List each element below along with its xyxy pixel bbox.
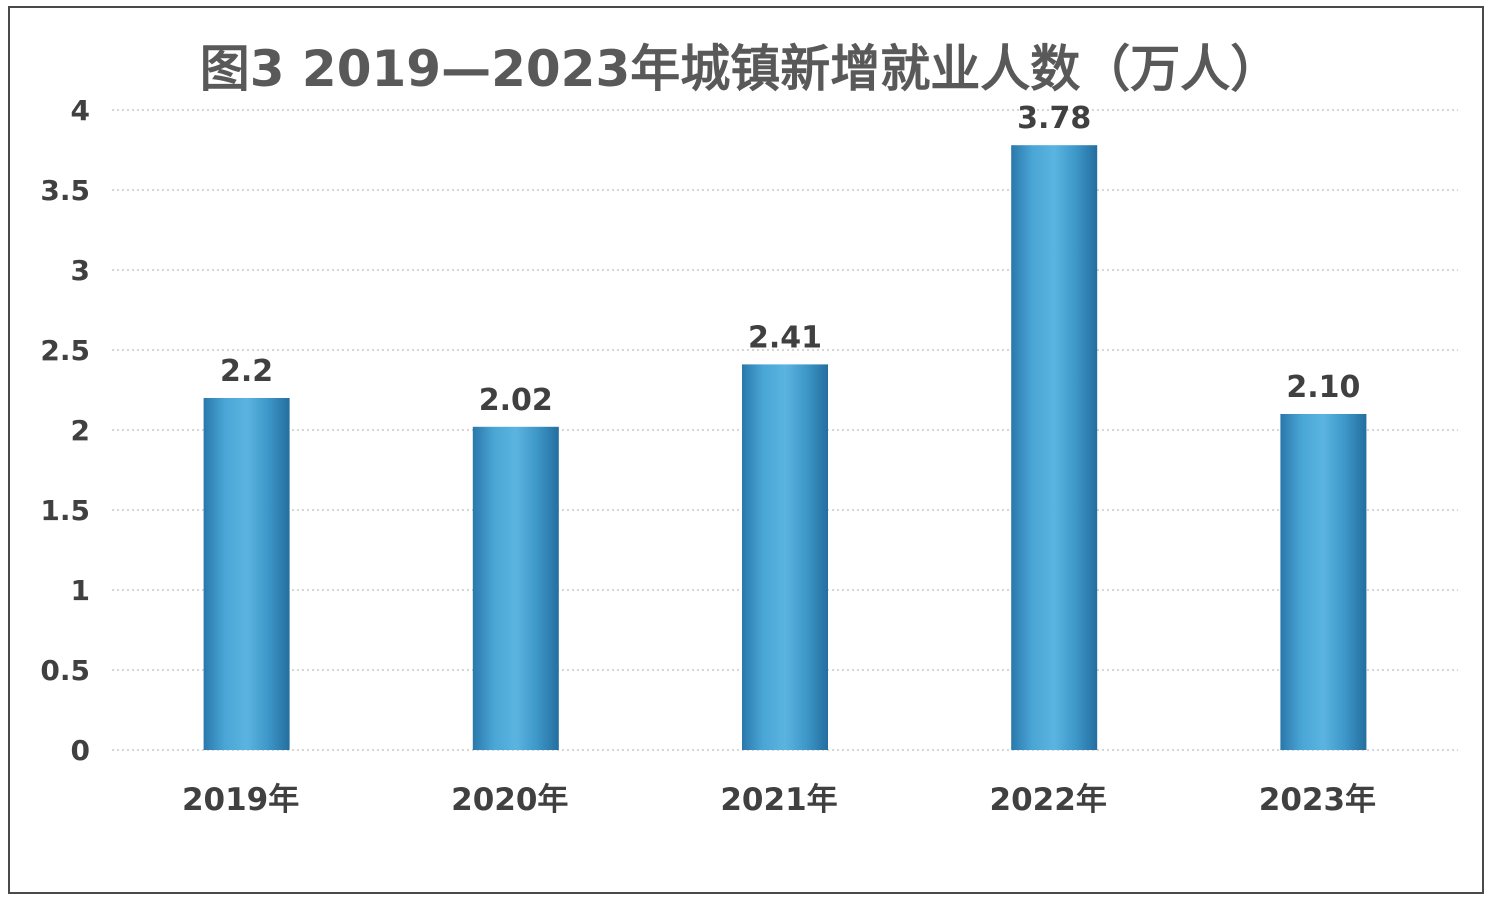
bars xyxy=(203,145,1367,750)
x-category-label: 2022年 xyxy=(990,782,1107,818)
x-category-label: 2020年 xyxy=(451,782,568,818)
y-tick-label: 1 xyxy=(71,574,90,607)
y-tick-label: 3 xyxy=(71,254,90,287)
y-tick-label: 0 xyxy=(71,734,90,767)
bar-2019年 xyxy=(203,398,290,750)
value-labels: 2.2 2.02 2.41 3.78 2.10 xyxy=(220,101,1360,418)
y-tick-label: 2.5 xyxy=(40,334,90,367)
x-category-label: 2023年 xyxy=(1259,782,1376,818)
bar-2021年 xyxy=(742,364,828,750)
y-tick-label: 0.5 xyxy=(40,654,90,687)
value-label: 2.41 xyxy=(748,320,822,355)
x-category-label: 2019年 xyxy=(182,782,299,818)
value-label: 2.10 xyxy=(1286,370,1360,405)
x-axis-categories: 2019年 2020年 2021年 2022年 2023年 xyxy=(182,782,1376,818)
y-tick-label: 1.5 xyxy=(40,494,90,527)
y-axis-ticks: 0 0.5 1 1.5 2 2.5 3 3.5 4 xyxy=(40,94,90,767)
y-tick-label: 3.5 xyxy=(40,174,90,207)
bar-2020年 xyxy=(472,426,559,750)
y-tick-label: 2 xyxy=(71,414,90,447)
x-category-label: 2021年 xyxy=(720,782,837,818)
value-label: 2.2 xyxy=(220,354,273,389)
chart-title: 图3 2019—2023年城镇新增就业人数（万人） xyxy=(200,40,1281,98)
bar-2022年 xyxy=(1011,145,1098,750)
y-tick-label: 4 xyxy=(71,94,90,127)
bar-2023年 xyxy=(1280,414,1367,750)
value-label: 3.78 xyxy=(1017,101,1091,136)
grid-lines xyxy=(112,109,1458,751)
value-label: 2.02 xyxy=(479,383,553,418)
